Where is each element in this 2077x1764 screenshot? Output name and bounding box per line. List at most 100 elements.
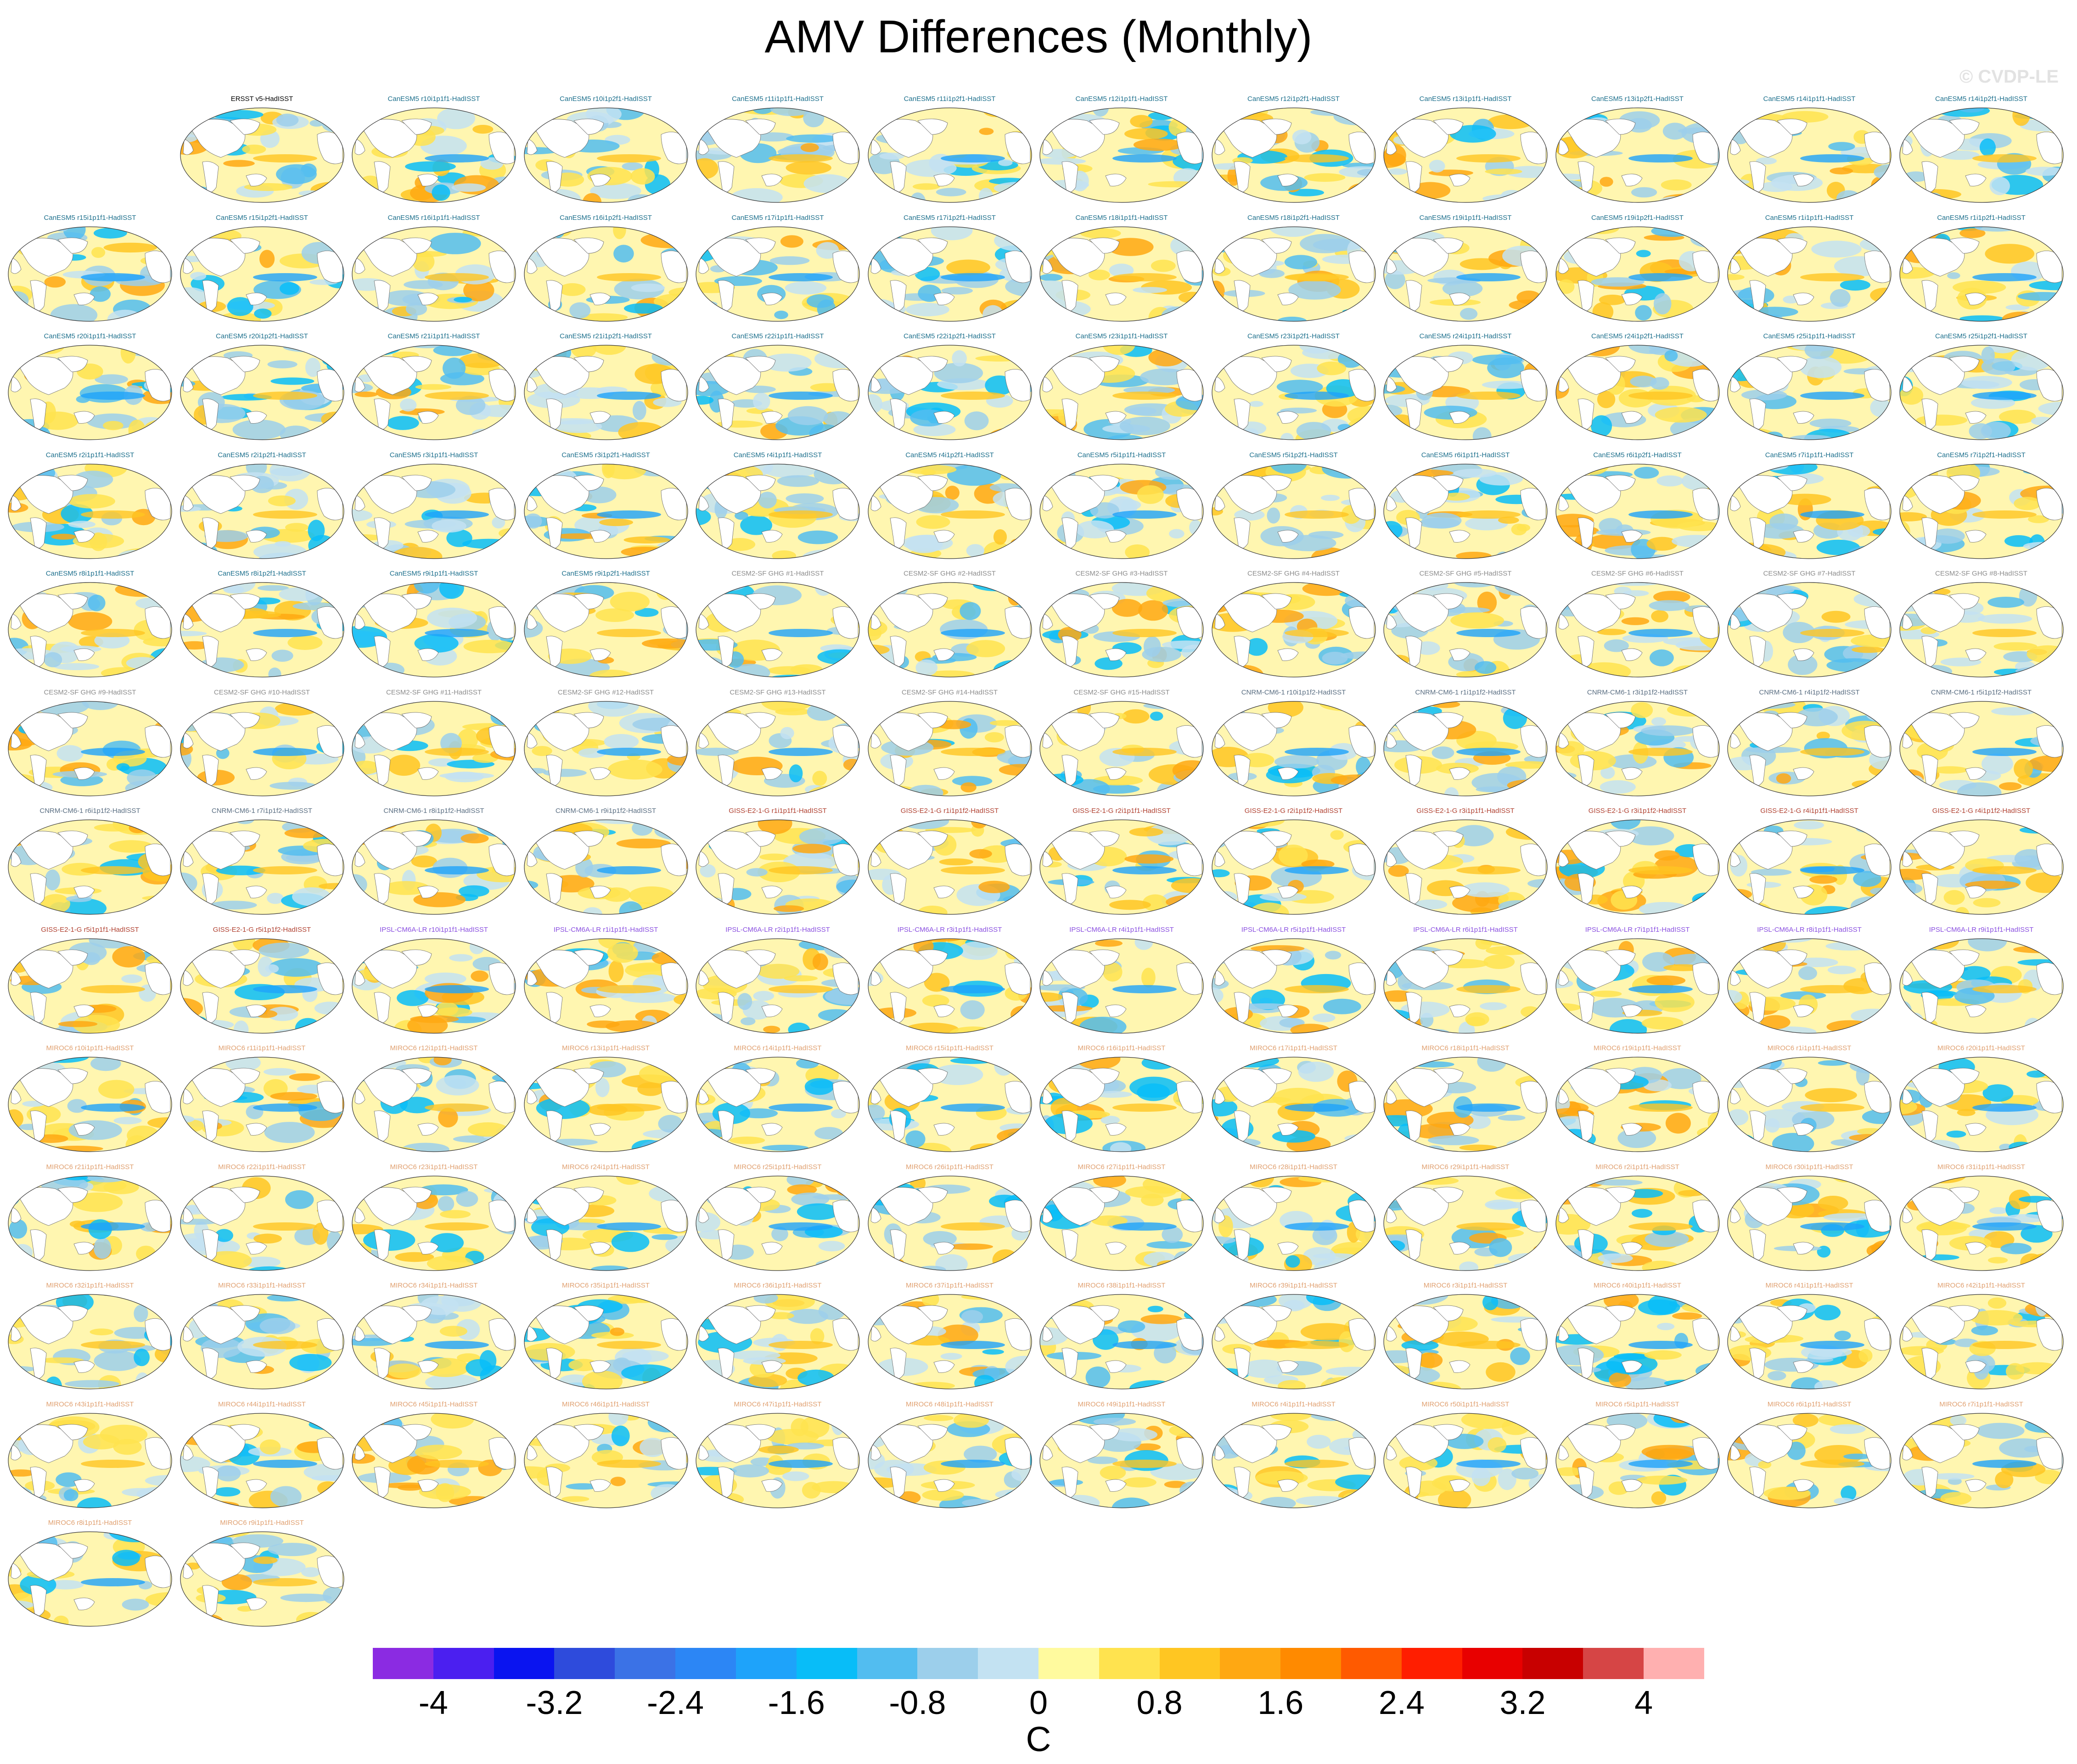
map-panel: MIROC6 r24i1p1f1-HadISST	[523, 1162, 689, 1272]
map-panel: CNRM-CM6-1 r3i1p1f2-HadISST	[1555, 688, 1720, 798]
panel-title: MIROC6 r50i1p1f1-HadISST	[1421, 1400, 1510, 1408]
world-map	[867, 107, 1032, 203]
panel-title: CanESM5 r6i1p2f1-HadISST	[1593, 451, 1682, 459]
panel-title: MIROC6 r32i1p1f1-HadISST	[46, 1282, 134, 1289]
world-map	[1899, 1412, 2064, 1508]
map-panel: GISS-E2-1-G r2i1p1f2-HadISST	[1211, 806, 1376, 916]
world-map	[1555, 700, 1720, 796]
map-panel: MIROC6 r22i1p1f1-HadISST	[180, 1162, 345, 1272]
panel-title: CanESM5 r7i1p1f1-HadISST	[1765, 451, 1854, 459]
world-map	[1727, 582, 1892, 678]
panel-title: MIROC6 r44i1p1f1-HadISST	[218, 1400, 306, 1408]
panel-title: CanESM5 r13i1p2f1-HadISST	[1591, 95, 1684, 103]
map-panel: MIROC6 r2i1p1f1-HadISST	[1555, 1162, 1720, 1272]
world-map	[180, 1175, 344, 1271]
world-map	[696, 1057, 860, 1152]
panel-title: MIROC6 r36i1p1f1-HadISST	[734, 1282, 822, 1289]
panel-title: MIROC6 r21i1p1f1-HadISST	[46, 1163, 134, 1171]
map-panel: CESM2-SF GHG #14-HadISST	[867, 688, 1033, 798]
world-map	[523, 463, 688, 559]
panel-title: MIROC6 r47i1p1f1-HadISST	[734, 1400, 822, 1408]
world-map	[1211, 819, 1376, 915]
map-panel: MIROC6 r26i1p1f1-HadISST	[867, 1162, 1033, 1272]
world-map	[1555, 463, 1720, 559]
colorbar	[373, 1648, 1704, 1679]
panel-title: CanESM5 r20i1p2f1-HadISST	[216, 332, 308, 340]
world-map	[180, 1412, 344, 1508]
world-map	[180, 1294, 344, 1389]
map-panel: MIROC6 r40i1p1f1-HadISST	[1555, 1281, 1720, 1391]
map-panel: CanESM5 r9i1p1f1-HadISST	[351, 569, 516, 679]
map-panel: CESM2-SF GHG #8-HadISST	[1899, 569, 2064, 679]
world-map	[1555, 1175, 1720, 1271]
panel-title: CanESM5 r9i1p2f1-HadISST	[561, 570, 650, 577]
panel-title: MIROC6 r13i1p1f1-HadISST	[562, 1044, 650, 1052]
map-panel: MIROC6 r38i1p1f1-HadISST	[1039, 1281, 1204, 1391]
colorbar-cell	[1038, 1648, 1099, 1679]
map-panel: MIROC6 r5i1p1f1-HadISST	[1555, 1400, 1720, 1510]
colorbar-labels: -4 -3.2 -2.4 -1.6 -0.8 0 0.8 1.6 2.4 3.2 4	[373, 1682, 1704, 1724]
panel-title: CanESM5 r24i1p2f1-HadISST	[1591, 332, 1684, 340]
world-map	[352, 463, 516, 559]
map-panel: MIROC6 r12i1p1f1-HadISST	[351, 1043, 516, 1154]
world-map	[867, 345, 1032, 440]
world-map	[1555, 1412, 1720, 1508]
world-map	[352, 345, 516, 440]
world-map	[8, 1057, 172, 1152]
panel-title: CanESM5 r7i1p2f1-HadISST	[1937, 451, 2026, 459]
colorbar-cell	[1220, 1648, 1281, 1679]
map-panel: CESM2-SF GHG #11-HadISST	[351, 688, 516, 798]
map-panel: GISS-E2-1-G r1i1p1f2-HadISST	[867, 806, 1033, 916]
panel-title: GISS-E2-1-G r4i1p1f2-HadISST	[1932, 807, 2031, 815]
map-panel: CanESM5 r13i1p2f1-HadISST	[1555, 94, 1720, 204]
panel-title: CanESM5 r11i1p2f1-HadISST	[904, 95, 996, 103]
panel-title: MIROC6 r7i1p1f1-HadISST	[1939, 1400, 2023, 1408]
panel-title: MIROC6 r30i1p1f1-HadISST	[1765, 1163, 1853, 1171]
panel-title: MIROC6 r16i1p1f1-HadISST	[1078, 1044, 1166, 1052]
world-map	[1383, 226, 1548, 322]
world-map	[352, 938, 516, 1034]
world-map	[523, 345, 688, 440]
map-panel: CESM2-SF GHG #15-HadISST	[1039, 688, 1204, 798]
map-panel: CESM2-SF GHG #1-HadISST	[695, 569, 860, 679]
world-map	[1039, 1175, 1204, 1271]
map-panel: CanESM5 r14i1p1f1-HadISST	[1727, 94, 1892, 204]
map-panel: CNRM-CM6-1 r8i1p1f2-HadISST	[351, 806, 516, 916]
world-map	[1555, 345, 1720, 440]
map-panel: MIROC6 r28i1p1f1-HadISST	[1211, 1162, 1376, 1272]
panel-title: CanESM5 r1i1p1f1-HadISST	[1765, 213, 1854, 222]
world-map	[696, 938, 860, 1034]
map-panel: CanESM5 r23i1p1f1-HadISST	[1039, 331, 1204, 442]
panel-title: MIROC6 r20i1p1f1-HadISST	[1937, 1044, 2025, 1052]
panel-title: CanESM5 r22i1p1f1-HadISST	[731, 332, 824, 340]
panel-title: GISS-E2-1-G r4i1p1f1-HadISST	[1760, 807, 1858, 815]
world-map	[1899, 226, 2064, 322]
panel-title: IPSL-CM6A-LR r1i1p1f1-HadISST	[553, 925, 658, 934]
panel-title: IPSL-CM6A-LR r5i1p1f1-HadISST	[1241, 925, 1346, 934]
world-map	[523, 1412, 688, 1508]
map-panel: CNRM-CM6-1 r4i1p1f2-HadISST	[1727, 688, 1892, 798]
map-panel: MIROC6 r11i1p1f1-HadISST	[180, 1043, 345, 1154]
panel-title: CanESM5 r8i1p2f1-HadISST	[218, 570, 306, 577]
world-map	[8, 1412, 172, 1508]
world-map	[867, 463, 1032, 559]
panel-title: MIROC6 r10i1p1f1-HadISST	[46, 1044, 134, 1052]
panel-title: MIROC6 r33i1p1f1-HadISST	[218, 1282, 306, 1289]
map-panel: CanESM5 r17i1p1f1-HadISST	[695, 213, 860, 323]
panel-title: GISS-E2-1-G r5i1p1f1-HadISST	[41, 925, 139, 934]
map-panel: CESM2-SF GHG #5-HadISST	[1383, 569, 1548, 679]
watermark: © CVDP-LE	[1959, 67, 2059, 87]
world-map	[1899, 819, 2064, 915]
world-map	[1727, 938, 1892, 1034]
map-panel: MIROC6 r6i1p1f1-HadISST	[1727, 1400, 1892, 1510]
panel-title: MIROC6 r1i1p1f1-HadISST	[1767, 1044, 1852, 1052]
world-map	[1899, 938, 2064, 1034]
map-panel: MIROC6 r37i1p1f1-HadISST	[867, 1281, 1033, 1391]
map-panel: MIROC6 r32i1p1f1-HadISST	[7, 1281, 173, 1391]
world-map	[1039, 938, 1204, 1034]
map-panel: CanESM5 r18i1p1f1-HadISST	[1039, 213, 1204, 323]
world-map	[1211, 1057, 1376, 1152]
panel-title: GISS-E2-1-G r2i1p1f2-HadISST	[1244, 807, 1343, 815]
panel-title: MIROC6 r34i1p1f1-HadISST	[390, 1282, 478, 1289]
world-map	[352, 582, 516, 678]
